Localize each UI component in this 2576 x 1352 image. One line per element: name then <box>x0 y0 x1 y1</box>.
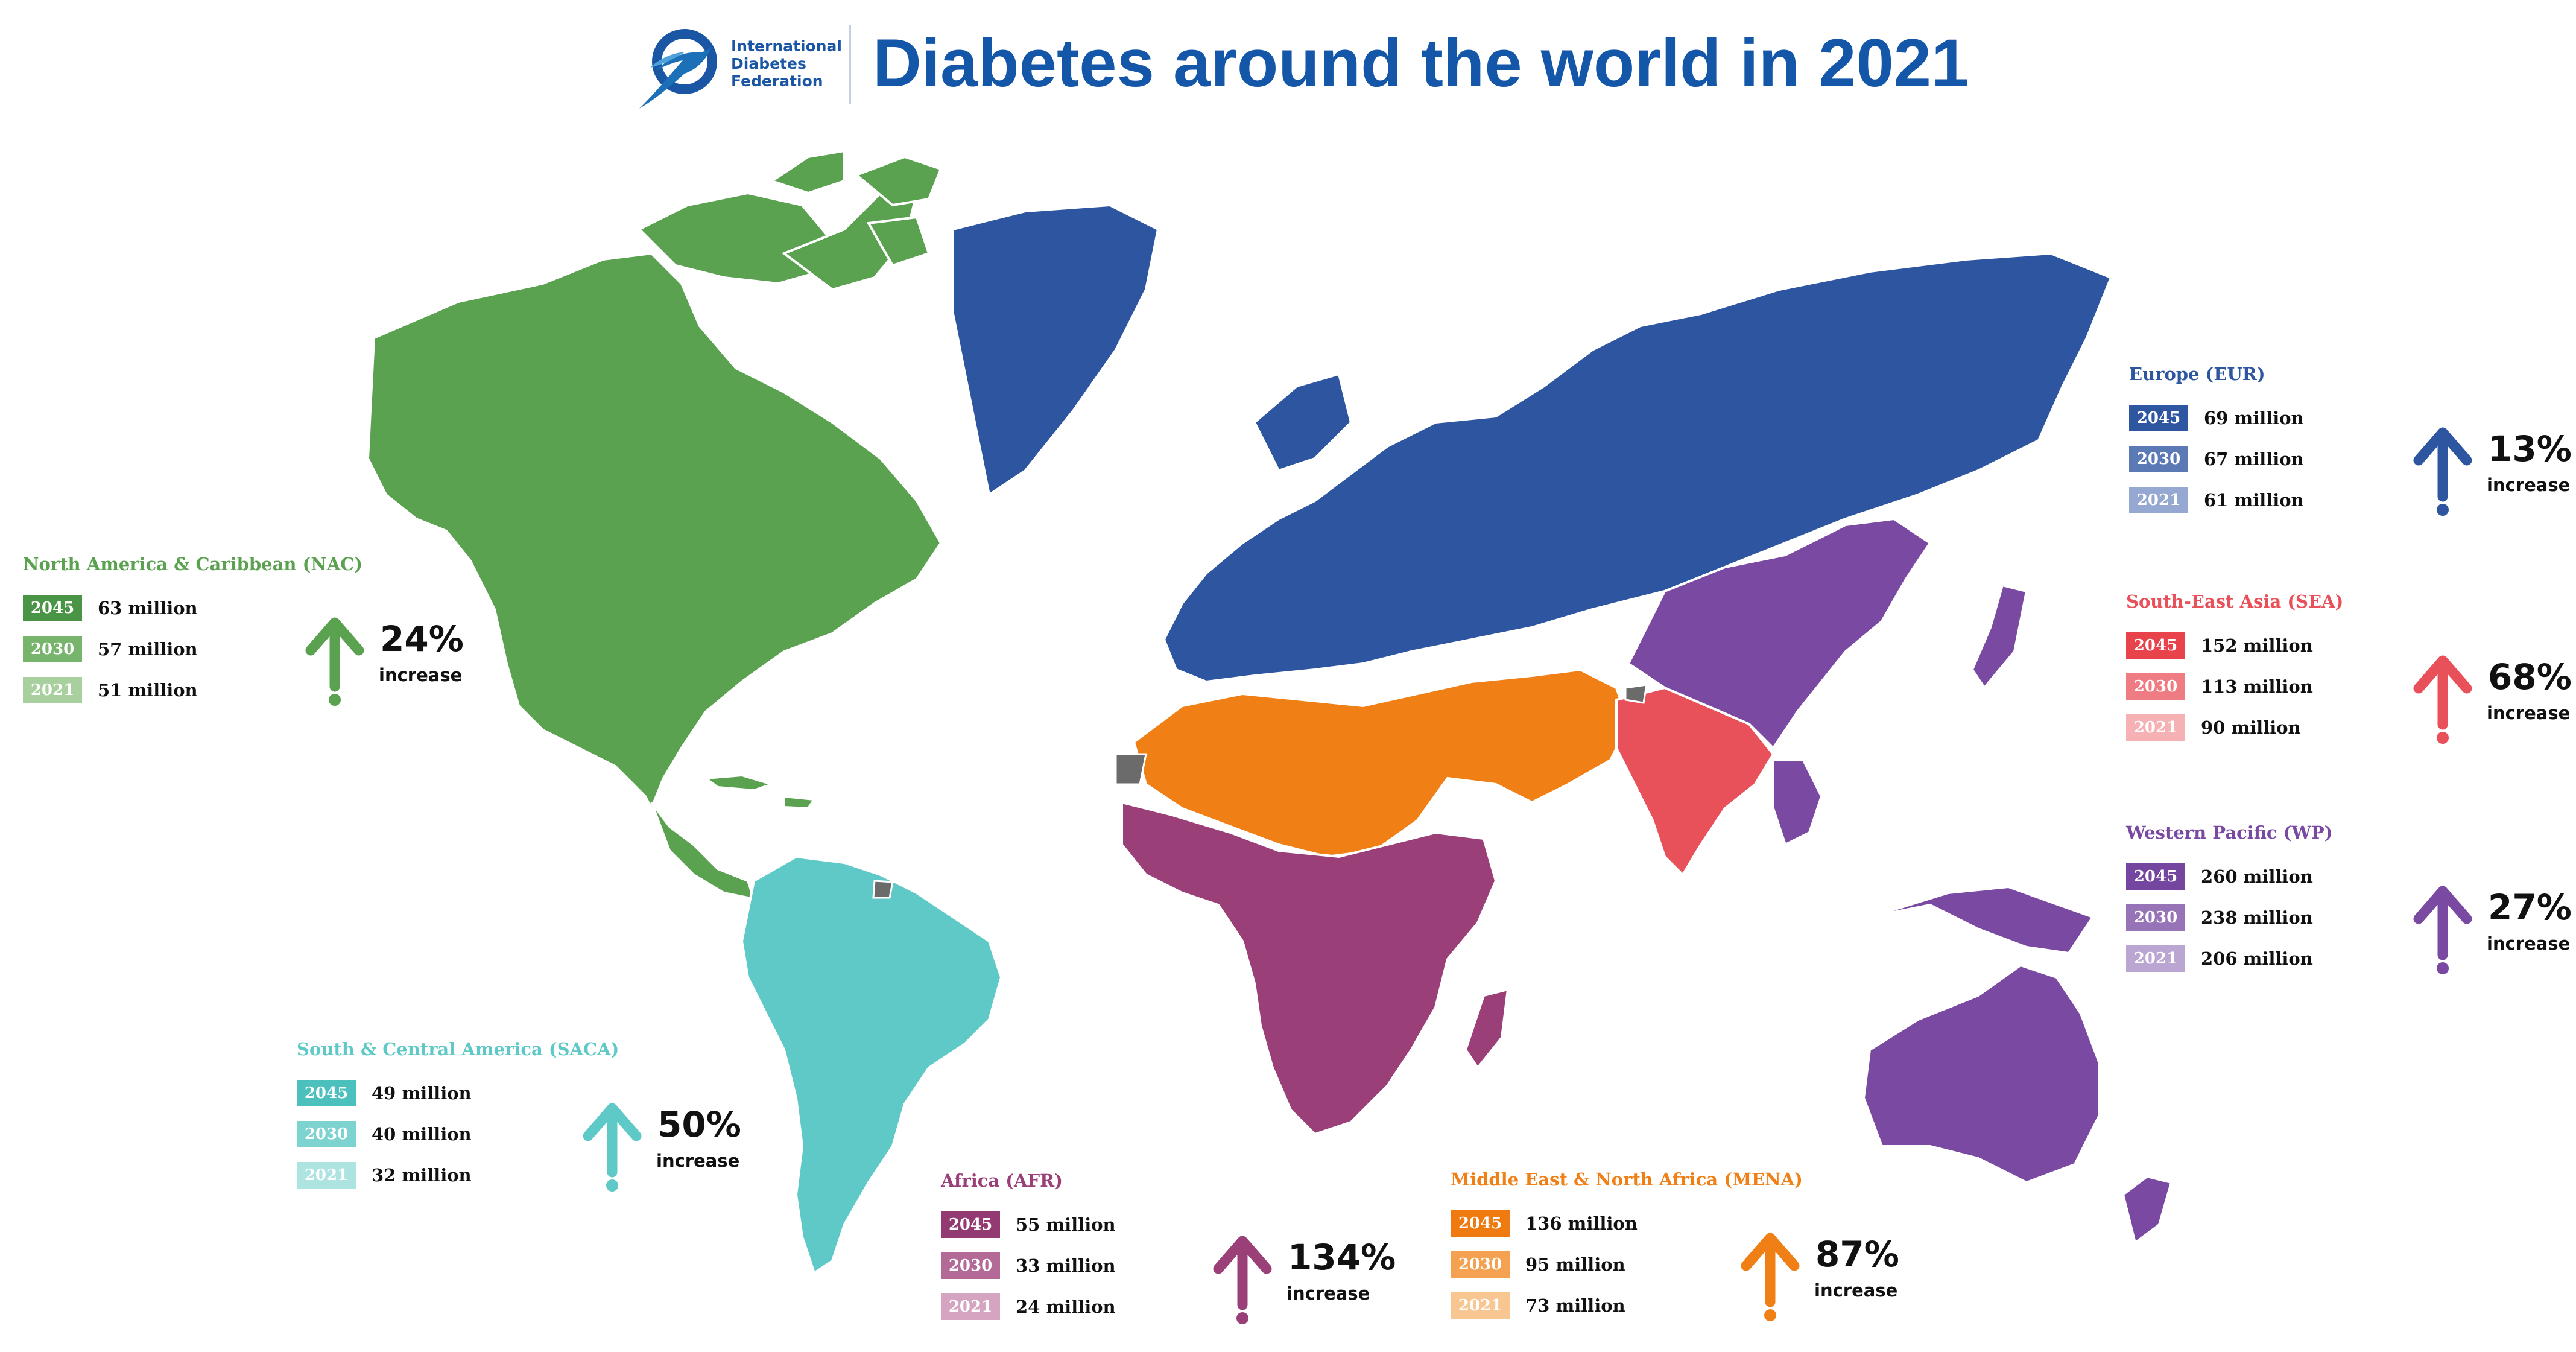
increase-label-saca: increase <box>656 1150 740 1171</box>
up-arrow-icon <box>2413 886 2472 974</box>
up-arrow-icon <box>1213 1236 1272 1324</box>
year-badge: 2021 <box>2129 487 2188 513</box>
year-badge: 2045 <box>2126 632 2185 659</box>
year-value: 51 million <box>98 680 198 700</box>
map-region-afr <box>1121 801 1510 1136</box>
logo-line-1: International <box>731 37 842 55</box>
map-region-unassigned <box>872 684 1648 899</box>
logo-line-2: Diabetes <box>731 55 806 72</box>
map-region-saca <box>740 855 1003 1275</box>
increase-label-eur: increase <box>2487 475 2571 495</box>
increase-label-afr: increase <box>1286 1283 1370 1304</box>
increase-percent-eur: 13% <box>2488 428 2572 469</box>
year-badge: 2045 <box>1451 1210 1510 1237</box>
increase-label-sea: increase <box>2487 703 2571 723</box>
year-value: 49 million <box>372 1083 472 1103</box>
year-value: 152 million <box>2201 635 2313 656</box>
increase-percent-sea: 68% <box>2488 656 2572 697</box>
year-value: 69 million <box>2204 408 2304 428</box>
up-arrow-icon <box>2413 655 2472 744</box>
year-value: 55 million <box>1016 1214 1116 1235</box>
year-badge: 2021 <box>2126 945 2185 972</box>
year-badge: 2021 <box>941 1293 1000 1320</box>
region-label-mena: Middle East & North Africa (MENA) <box>1451 1169 1803 1190</box>
increase-label-mena: increase <box>1814 1280 1898 1301</box>
region-label-afr: Africa (AFR) <box>941 1170 1063 1191</box>
year-badge: 2030 <box>297 1121 356 1147</box>
page-title: Diabetes around the world in 2021 <box>873 25 1969 101</box>
map-region-eur <box>952 203 2113 684</box>
up-arrow-icon <box>583 1103 642 1192</box>
year-badge: 2030 <box>2126 904 2185 931</box>
year-value: 90 million <box>2201 717 2301 738</box>
year-value: 136 million <box>1525 1213 1638 1234</box>
year-value: 57 million <box>98 639 198 659</box>
increase-percent-mena: 87% <box>1815 1234 1899 1275</box>
year-badge: 2030 <box>1451 1251 1510 1278</box>
year-value: 33 million <box>1016 1255 1116 1276</box>
up-arrow-icon <box>2413 427 2472 516</box>
year-badge: 2045 <box>297 1080 356 1106</box>
increase-percent-wp: 27% <box>2488 887 2572 928</box>
year-badge: 2030 <box>2129 446 2188 472</box>
header: International Diabetes Federation Diabet… <box>0 0 2576 121</box>
year-value: 238 million <box>2201 907 2313 928</box>
region-label-nac: North America & Caribbean (NAC) <box>23 554 363 574</box>
year-badge: 2021 <box>1451 1292 1510 1319</box>
year-badge: 2021 <box>297 1162 356 1189</box>
idf-logo-text: International Diabetes Federation <box>731 37 842 90</box>
year-value: 113 million <box>2201 676 2313 697</box>
year-badge: 2030 <box>2126 673 2185 700</box>
increase-percent-afr: 134% <box>1288 1237 1396 1278</box>
year-value: 63 million <box>98 598 198 618</box>
region-label-eur: Europe (EUR) <box>2129 364 2265 384</box>
region-label-saca: South & Central America (SACA) <box>297 1039 619 1059</box>
year-badge: 2045 <box>941 1211 1000 1238</box>
year-badge: 2045 <box>23 595 82 621</box>
year-value: 206 million <box>2201 948 2313 969</box>
year-badge: 2030 <box>941 1252 1000 1279</box>
increase-percent-nac: 24% <box>380 618 464 659</box>
year-value: 24 million <box>1016 1296 1116 1317</box>
year-badge: 2021 <box>23 677 82 703</box>
year-badge: 2045 <box>2126 863 2185 890</box>
year-value: 260 million <box>2201 866 2313 887</box>
year-value: 61 million <box>2204 490 2304 510</box>
region-label-wp: Western Pacific (WP) <box>2126 822 2333 843</box>
map-region-nac <box>366 149 943 901</box>
year-badge: 2045 <box>2129 405 2188 431</box>
increase-label-nac: increase <box>379 665 463 685</box>
year-badge: 2030 <box>23 636 82 662</box>
idf-hummingbird-logo-icon <box>639 29 717 109</box>
map-region-mena <box>1132 668 1630 858</box>
year-value: 40 million <box>372 1124 472 1144</box>
year-value: 67 million <box>2204 449 2304 469</box>
logo-line-3: Federation <box>731 72 823 90</box>
up-arrow-icon <box>1741 1233 1800 1321</box>
up-arrow-icon <box>305 617 364 706</box>
increase-label-wp: increase <box>2487 933 2571 954</box>
increase-percent-saca: 50% <box>657 1104 741 1145</box>
map-region-wp <box>1627 517 2173 1245</box>
year-value: 95 million <box>1525 1254 1625 1275</box>
year-value: 32 million <box>372 1165 472 1185</box>
year-badge: 2021 <box>2126 714 2185 741</box>
year-value: 73 million <box>1525 1295 1625 1316</box>
region-label-sea: South-East Asia (SEA) <box>2126 591 2344 612</box>
header-divider <box>849 25 851 104</box>
